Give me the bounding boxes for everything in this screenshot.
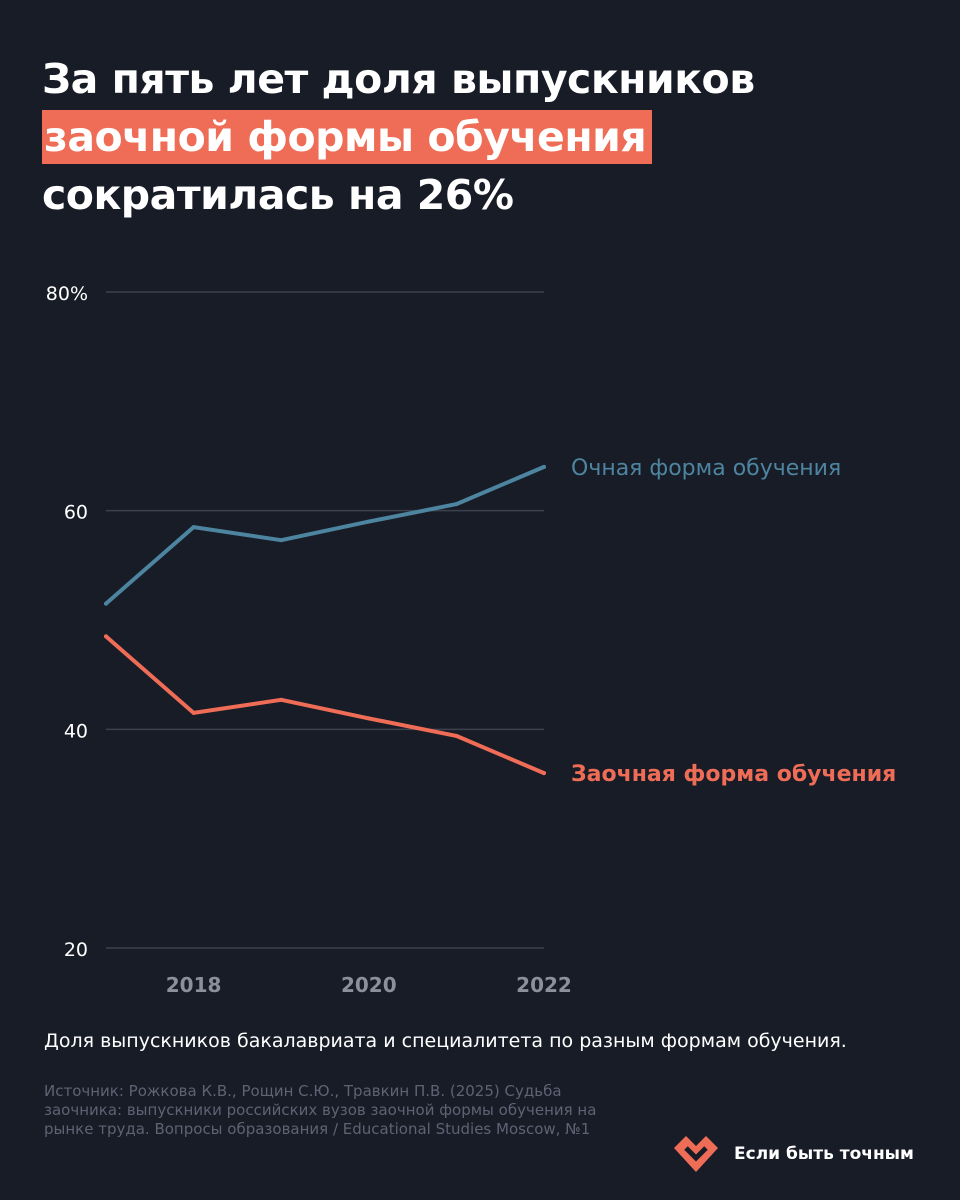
x-tick-label: 2022 [516,973,572,997]
series-label: Заочная форма обучения [571,762,896,787]
y-tick-label: 80% [46,283,88,305]
data-point [454,733,459,738]
data-point [104,601,108,606]
source-note: Источник: Рожкова К.В., Рощин С.Ю., Трав… [44,1082,597,1138]
series-line-0 [104,464,546,606]
data-point [366,716,371,721]
heart-logo-icon [674,1136,718,1172]
data-point [542,464,546,469]
brand-name: Если быть точным [734,1144,914,1164]
series-line-1 [104,634,546,776]
data-point [191,525,196,530]
headline-line-1: За пять лет доля выпускников [42,55,755,103]
data-point [104,634,108,639]
data-point [542,771,546,776]
series-label: Очная форма обучения [571,456,841,481]
x-tick-label: 2018 [166,973,222,997]
headline-line-3: сократилась на 26% [42,171,514,219]
data-point [279,697,284,702]
data-point [454,502,459,507]
headline-highlight: заочной формы обучения [42,110,653,164]
data-point [366,519,371,524]
y-tick-label: 40 [64,720,88,742]
data-point [191,710,196,715]
brand: Если быть точным [672,1134,914,1174]
headline: За пять лет доля выпускников заочной фор… [42,50,755,224]
line-chart: 20 40 60 80% 2018 2020 2022 Очная форма обучени… [46,283,897,997]
data-point [279,538,284,543]
chart-description: Доля выпускников бакалавриата и специали… [44,1030,847,1052]
x-tick-label: 2020 [341,973,397,997]
y-tick-label: 60 [64,502,88,524]
y-tick-label: 20 [64,939,88,961]
